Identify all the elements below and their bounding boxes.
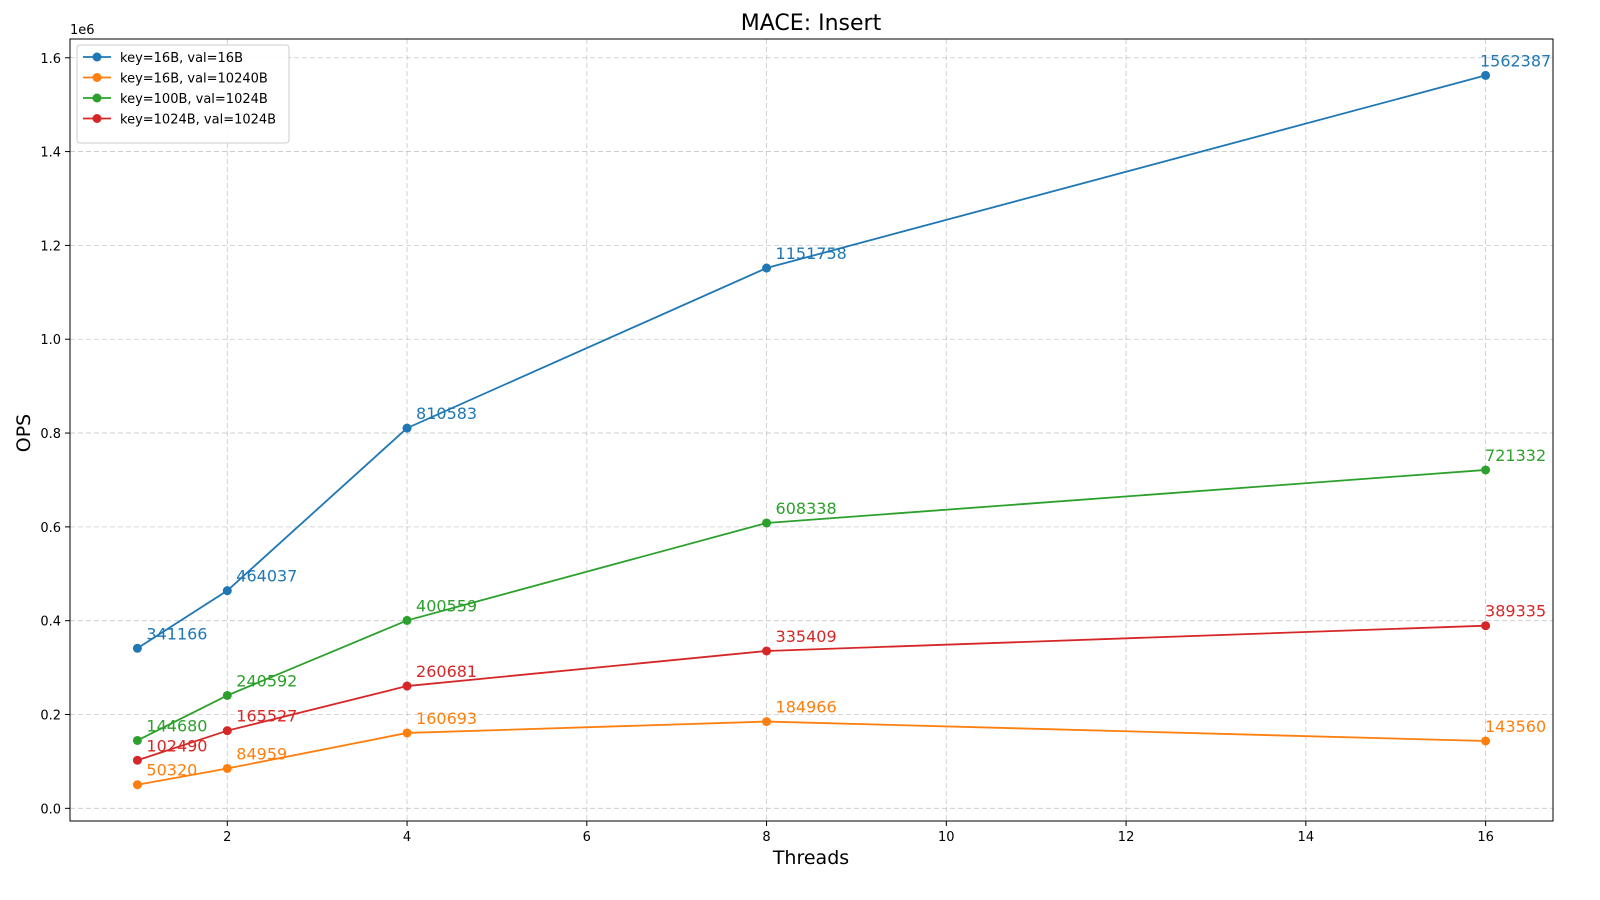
x-tick-label: 2 xyxy=(223,830,231,845)
data-label: 160693 xyxy=(416,709,477,728)
y-tick-label: 1.6 xyxy=(40,52,61,67)
data-label: 1151758 xyxy=(776,244,847,263)
legend-label: key=1024B, val=1024B xyxy=(120,113,276,128)
legend-item: key=1024B, val=1024B xyxy=(83,113,276,128)
data-point xyxy=(762,646,772,656)
data-point xyxy=(132,643,142,653)
data-point xyxy=(762,717,772,727)
x-tick-label: 16 xyxy=(1477,830,1494,845)
series-2 xyxy=(132,717,1491,790)
data-label: 143560 xyxy=(1485,717,1546,736)
legend-marker xyxy=(92,73,102,82)
x-tick-label: 6 xyxy=(583,830,591,845)
y-tick-label: 0.6 xyxy=(40,521,61,536)
legend-label: key=16B, val=10240B xyxy=(120,72,268,87)
series-1 xyxy=(132,70,1491,653)
legend-item: key=100B, val=1024B xyxy=(83,92,268,107)
legend-marker xyxy=(92,93,102,103)
data-label: 721332 xyxy=(1485,446,1546,465)
series-3 xyxy=(132,465,1491,745)
data-point xyxy=(222,726,232,736)
data-point xyxy=(222,690,232,700)
data-labels-layer: 341166 464037 810583 1151758 1562387 50320 849… xyxy=(146,51,1551,779)
data-point xyxy=(132,755,142,765)
y-tick-label: 1.4 xyxy=(40,146,61,161)
data-point xyxy=(1481,70,1491,80)
legend-label: key=16B, val=16B xyxy=(120,51,243,66)
y-tick-label: 0.2 xyxy=(40,709,61,724)
series-layer xyxy=(132,70,1491,790)
grid xyxy=(70,39,1553,821)
legend-marker xyxy=(92,52,102,62)
data-point xyxy=(1481,621,1491,631)
x-tick-label: 10 xyxy=(938,830,955,845)
data-point xyxy=(762,263,772,273)
legend-label: key=100B, val=1024B xyxy=(120,92,268,107)
data-label: 608338 xyxy=(776,499,837,518)
data-label: 810583 xyxy=(416,404,477,423)
legend-marker xyxy=(92,114,102,123)
x-tick-label: 4 xyxy=(403,830,411,845)
y-axis-label: OPS xyxy=(13,414,35,452)
y-tick-label: 0.8 xyxy=(40,427,61,442)
x-tick-label: 14 xyxy=(1298,830,1315,845)
x-axis-label: Threads xyxy=(772,847,849,869)
data-label: 165527 xyxy=(236,707,297,726)
series-line xyxy=(137,720,1486,786)
data-point xyxy=(402,615,412,625)
y-tick-label: 0.4 xyxy=(40,615,61,630)
y-tick-label: 1.2 xyxy=(40,239,61,254)
data-point xyxy=(402,423,412,433)
chart-title: MACE: Insert xyxy=(741,11,882,36)
y-axis-offset-label: 1e6 xyxy=(70,23,95,38)
x-tick-label: 12 xyxy=(1118,830,1135,845)
plot-frame xyxy=(69,38,1554,822)
data-label: 1562387 xyxy=(1480,51,1551,70)
data-label: 260681 xyxy=(416,662,477,681)
series-line xyxy=(136,74,1486,650)
data-label: 335409 xyxy=(776,627,837,646)
legend-box xyxy=(76,44,290,144)
data-point xyxy=(132,735,142,745)
legend-item: key=16B, val=10240B xyxy=(83,72,268,87)
y-tick-label: 0.0 xyxy=(40,802,61,817)
data-label: 102490 xyxy=(146,736,207,755)
y-tick-label: 1.0 xyxy=(40,333,61,348)
x-tick-label: 8 xyxy=(762,830,770,845)
x-axis-ticks: 2 4 6 8 10 12 14 16 xyxy=(223,821,1494,845)
y-axis-ticks: 0.0 0.2 0.4 0.6 0.8 1.0 1.2 1.4 1.6 xyxy=(40,52,70,817)
legend-item: key=16B, val=16B xyxy=(83,51,243,66)
data-label: 184966 xyxy=(776,698,837,717)
data-point xyxy=(1481,736,1491,746)
data-label: 400559 xyxy=(416,596,477,615)
data-point xyxy=(132,780,142,790)
data-point xyxy=(402,681,412,691)
data-label: 464037 xyxy=(236,567,297,586)
data-point xyxy=(1481,465,1491,475)
data-label: 84959 xyxy=(236,744,287,763)
data-label: 144680 xyxy=(146,716,207,735)
legend: key=16B, val=16B key=16B, val=10240B key=1… xyxy=(76,44,290,144)
data-label: 240592 xyxy=(236,671,297,690)
data-label: 389335 xyxy=(1485,602,1546,621)
data-point xyxy=(222,763,232,773)
data-label: 50320 xyxy=(146,761,197,780)
series-4 xyxy=(132,621,1491,765)
data-point xyxy=(222,586,232,596)
data-point xyxy=(402,728,412,738)
data-label: 341166 xyxy=(146,624,207,643)
data-point xyxy=(762,518,772,528)
